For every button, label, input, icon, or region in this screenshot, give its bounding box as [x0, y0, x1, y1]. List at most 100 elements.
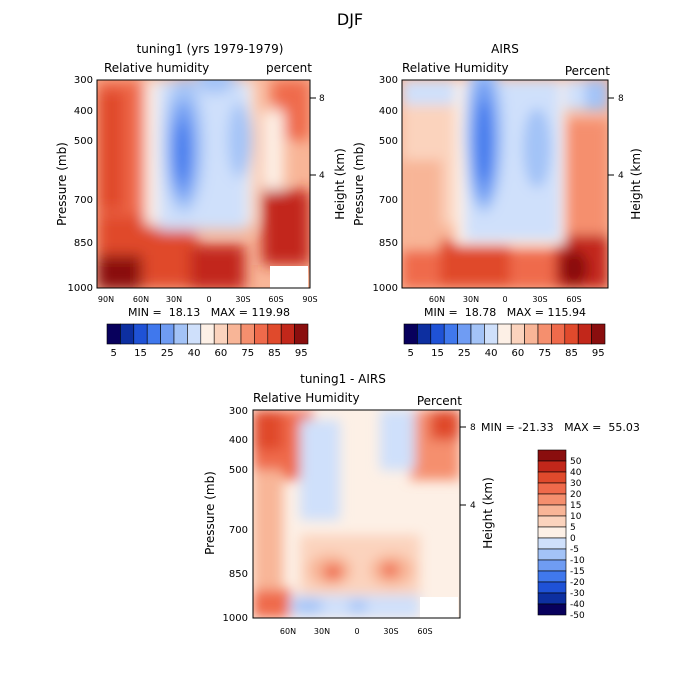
x-tick-label: 90S [302, 295, 317, 304]
colorbar-swatch [591, 323, 606, 345]
panel-obs-units-label: Percent [565, 64, 610, 78]
x-tick-label: 60S [417, 627, 432, 636]
colorbar-tick-label: 15 [134, 348, 147, 359]
colorbar-swatch [484, 323, 499, 345]
panel-diff-height-axis-label: Height (km) [481, 477, 495, 548]
panel-diff-contour-field [253, 410, 460, 618]
x-tick-label: 0 [206, 295, 211, 304]
colorbar-tick-label: 5 [111, 348, 117, 359]
colorbar-swatch [187, 323, 202, 345]
colorbar-swatch [267, 323, 282, 345]
x-tick-label: 60N [133, 295, 149, 304]
colorbar-tick-label: 40 [188, 348, 201, 359]
colorbar-tick-label: -10 [570, 556, 585, 566]
colorbar-tick-label: 20 [570, 490, 582, 500]
colorbar-swatch [403, 323, 418, 345]
colorbar-tick-label: 15 [431, 348, 444, 359]
panel-model-title: tuning1 (yrs 1979-1979) [137, 42, 284, 56]
panel-model-missing-region [270, 266, 308, 288]
y2-tick-label: 4 [470, 501, 476, 511]
colorbar-swatch [537, 460, 567, 473]
colorbar-swatch [577, 323, 592, 345]
x-tick-label: 30N [463, 295, 479, 304]
y2-tick-label: 8 [470, 423, 476, 433]
y-tick-label: 300 [229, 406, 248, 417]
panel-model-right-axis: 8 4 [310, 94, 325, 181]
colorbar-tick-label: 75 [538, 348, 551, 359]
x-tick-label: 30S [532, 295, 547, 304]
y-tick-label: 700 [229, 525, 248, 536]
y-tick-label: 500 [74, 136, 93, 147]
colorbar-swatch [537, 515, 567, 528]
panel-model-plot-frame [96, 79, 311, 289]
y-tick-label: 500 [229, 465, 248, 476]
y-tick-label: 850 [379, 238, 398, 249]
y2-tick-label: 4 [319, 171, 325, 181]
panel-model: tuning1 (yrs 1979-1979) Relative humidit… [55, 42, 347, 359]
panel-obs-pressure-axis-label: Pressure (mb) [352, 142, 366, 226]
y2-tick-label: 8 [618, 94, 624, 104]
panel-diff-missing-region [420, 597, 458, 618]
x-tick-label: 30S [383, 627, 398, 636]
y-tick-label: 400 [229, 435, 248, 446]
panel-obs: AIRS Relative Humidity Percent [352, 42, 643, 359]
panel-obs-height-axis-label: Height (km) [629, 148, 643, 219]
colorbar-tick-label: -30 [570, 589, 585, 599]
colorbar-swatch [537, 493, 567, 506]
colorbar-swatch [213, 323, 228, 345]
colorbar-tick-label: 5 [408, 348, 414, 359]
colorbar-tick-label: 40 [570, 468, 582, 478]
x-tick-label: 0 [502, 295, 507, 304]
panel-obs-contour-field [402, 80, 608, 288]
x-tick-label: 30S [235, 295, 250, 304]
y-tick-label: 300 [74, 75, 93, 86]
colorbar-swatch [537, 537, 567, 550]
y-tick-label: 400 [379, 106, 398, 117]
panel-diff-pressure-axis-label: Pressure (mb) [203, 471, 217, 555]
colorbar-swatch [240, 323, 255, 345]
panel-obs-plot-frame [401, 79, 609, 289]
colorbar-swatch [173, 323, 188, 345]
panel-diff-variable-label: Relative Humidity [253, 391, 360, 405]
colorbar-swatch [160, 323, 175, 345]
colorbar-tick-label: 15 [570, 501, 581, 511]
colorbar-swatch [457, 323, 472, 345]
panel-diff-plot-frame [252, 409, 461, 619]
panel-diff-right-axis: 8 4 [460, 423, 476, 511]
colorbar-tick-label: 85 [565, 348, 578, 359]
x-tick-label: 30N [314, 627, 330, 636]
colorbar-swatch [537, 570, 567, 583]
panel-model-pressure-axis-label: Pressure (mb) [55, 142, 69, 226]
x-tick-label: 60S [566, 295, 581, 304]
y-tick-label: 850 [229, 569, 248, 580]
panel-diff-title: tuning1 - AIRS [300, 372, 386, 386]
panel-model-height-axis-label: Height (km) [333, 148, 347, 219]
colorbar-swatch [280, 323, 295, 345]
colorbar-tick-label: 40 [485, 348, 498, 359]
colorbar-swatch [551, 323, 566, 345]
panel-obs-left-axis: 300 400 500 700 850 1000 [373, 75, 398, 294]
colorbar-swatch [537, 548, 567, 561]
x-tick-label: 90N [98, 295, 114, 304]
colorbar-swatch [430, 323, 445, 345]
colorbar-swatch [537, 449, 567, 462]
colorbar-swatch [120, 323, 135, 345]
x-tick-label: 60N [429, 295, 445, 304]
panel-diff-bottom-axis: 60N 30N 0 30S 60S [280, 627, 433, 636]
colorbar-tick-label: -5 [570, 545, 579, 555]
colorbar-tick-label: 30 [570, 479, 582, 489]
colorbar-swatch [443, 323, 458, 345]
panel-diff-min-max: MIN = -21.33 MAX = 55.03 [481, 421, 640, 434]
y-tick-label: 1000 [223, 613, 248, 624]
colorbar-tick-label: 25 [458, 348, 471, 359]
colorbar-swatch [294, 323, 309, 345]
panel-model-variable-label: Relative humidity [104, 61, 209, 75]
x-tick-label: 0 [354, 627, 359, 636]
panel-model-bottom-axis: 90N 60N 30N 0 30S 60S 90S [98, 295, 318, 304]
y-tick-label: 300 [379, 75, 398, 86]
panel-model-min-max: MIN = 18.13 MAX = 119.98 [128, 306, 290, 319]
y-tick-label: 400 [74, 106, 93, 117]
colorbar-tick-label: 75 [241, 348, 254, 359]
